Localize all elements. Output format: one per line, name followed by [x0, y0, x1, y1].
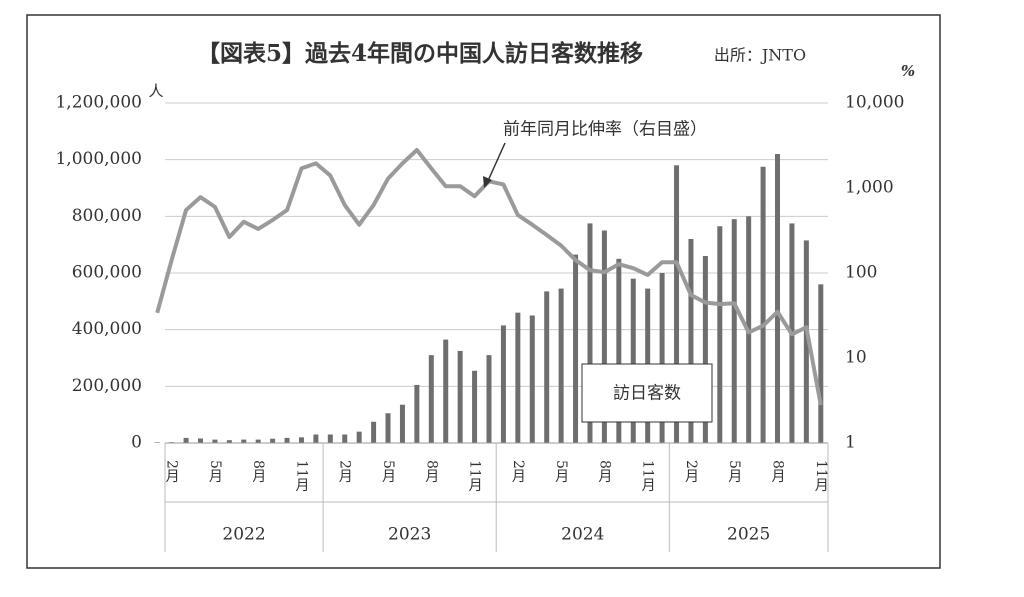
- x-tick-label: 2月: [510, 460, 526, 484]
- bar-annotation: 訪日客数: [613, 384, 681, 404]
- x-tick-label: 8月: [423, 460, 439, 484]
- bar: [255, 439, 261, 443]
- bar: [486, 355, 492, 443]
- y-tick-label: 800,000: [72, 206, 142, 226]
- x-tick-label: 2月: [337, 460, 353, 484]
- bar: [212, 439, 218, 443]
- bar: [558, 288, 564, 443]
- y-tick-label: 200,000: [72, 376, 142, 396]
- bar: [544, 291, 550, 443]
- x-tick-label: 5月: [553, 460, 569, 484]
- bar: [659, 273, 665, 443]
- x-tick-label: 8月: [250, 460, 266, 484]
- bar: [399, 404, 405, 443]
- arrow-head: [483, 176, 492, 188]
- bar: [818, 284, 824, 443]
- bar: [154, 442, 160, 443]
- x-tick-label: 8月: [770, 460, 786, 484]
- bar: [284, 437, 290, 443]
- bar: [183, 437, 189, 443]
- bar: [414, 384, 420, 443]
- bar: [616, 258, 622, 443]
- y2-unit: %: [901, 62, 915, 80]
- y2-tick-label: 10,000: [845, 93, 904, 113]
- y2-tick-label: 1: [845, 433, 856, 453]
- bar: [573, 254, 579, 443]
- bar: [371, 421, 377, 443]
- chart-title: 【図表5】過去4年間の中国人訪日客数推移: [197, 40, 643, 67]
- x-tick-label: 8月: [596, 460, 612, 484]
- y-tick-label: 600,000: [72, 263, 142, 283]
- group-label: 2023: [388, 525, 431, 545]
- bar: [443, 339, 449, 443]
- bar: [587, 223, 593, 443]
- source: 出所：JNTO: [714, 46, 806, 65]
- bar: [529, 315, 535, 443]
- y2-tick-label: 100: [845, 263, 877, 283]
- bar: [803, 240, 809, 443]
- bar: [241, 439, 247, 443]
- bar: [731, 219, 737, 443]
- y-tick-label: 1,200,000: [55, 93, 142, 113]
- x-tick-label: 11月: [293, 460, 309, 493]
- y-tick-label: 400,000: [72, 319, 142, 339]
- line-annotation: 前年同月比伸率（右目盛）: [503, 120, 707, 140]
- x-tick-label: 11月: [813, 460, 829, 493]
- bar: [702, 256, 708, 443]
- x-tick-label: 5月: [380, 460, 396, 484]
- y-tick-label: 0: [131, 433, 142, 453]
- bar: [356, 431, 362, 443]
- bar: [688, 239, 694, 443]
- bar: [760, 166, 766, 443]
- annotation-arrow: [486, 142, 506, 184]
- bar: [601, 230, 607, 443]
- bar: [226, 440, 232, 443]
- group-label: 2025: [727, 525, 770, 545]
- x-tick-label: 5月: [207, 460, 223, 484]
- x-tick-label: 2月: [164, 460, 180, 484]
- bar: [428, 355, 434, 443]
- bar: [342, 434, 348, 443]
- bar: [472, 370, 478, 443]
- group-label: 2022: [222, 525, 265, 545]
- bar-annotation-box: [581, 363, 713, 423]
- bar: [298, 437, 304, 443]
- x-tick-label: 11月: [640, 460, 656, 493]
- bar: [674, 165, 680, 444]
- y2-tick-label: 1,000: [845, 178, 894, 198]
- y-unit: 人: [148, 82, 163, 100]
- bar: [327, 434, 333, 443]
- x-tick-label: 11月: [467, 460, 483, 493]
- x-tick-label: 5月: [726, 460, 742, 484]
- bar: [270, 438, 276, 443]
- bar: [197, 438, 203, 443]
- bar: [775, 154, 781, 443]
- bar: [630, 278, 636, 443]
- x-tick-label: 2月: [683, 460, 699, 484]
- bar: [457, 350, 463, 443]
- bar: [717, 226, 723, 443]
- frame: [26, 14, 941, 569]
- y-tick-label: 1,000,000: [55, 149, 142, 169]
- bar: [313, 434, 319, 443]
- bar: [385, 413, 391, 443]
- bar: [515, 312, 521, 443]
- group-label: 2024: [561, 525, 604, 545]
- y2-tick-label: 10: [845, 348, 867, 368]
- bar: [500, 325, 506, 443]
